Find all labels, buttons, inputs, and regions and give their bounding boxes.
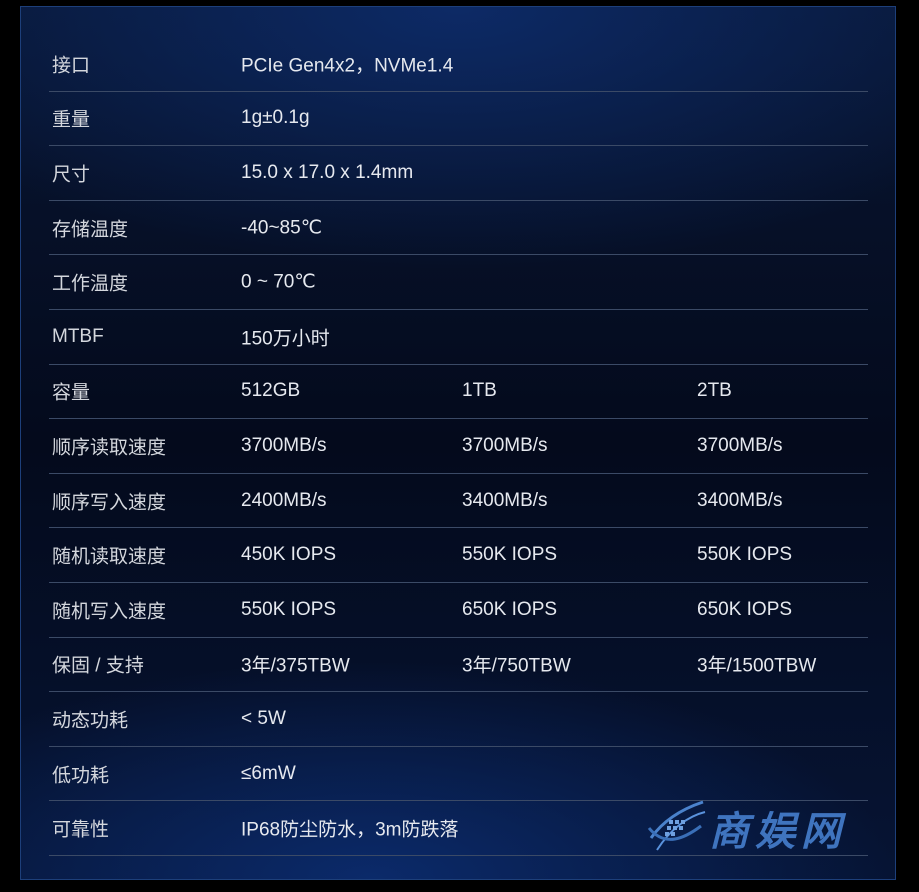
spec-value: 3400MB/s (697, 489, 783, 511)
spec-value: 3700MB/s (462, 434, 548, 456)
spec-row: 可靠性 IP68防尘防水，3m防跌落 (49, 801, 868, 856)
spec-row: 保固 / 支持 3年/375TBW 3年/750TBW 3年/1500TBW (49, 638, 868, 693)
spec-label: 随机读取速度 (52, 546, 167, 568)
spec-value: 550K IOPS (241, 598, 337, 620)
spec-value: 550K IOPS (462, 544, 558, 566)
spec-label: 容量 (52, 382, 91, 404)
spec-value: PCIe Gen4x2，NVMe1.4 (241, 55, 454, 77)
spec-row: 顺序读取速度 3700MB/s 3700MB/s 3700MB/s (49, 419, 868, 474)
spec-table: 接口 PCIe Gen4x2，NVMe1.4 重量 1g±0.1g 尺寸 15.0 x 1… (49, 37, 868, 856)
spec-value: 512GB (241, 380, 301, 402)
spec-row: 重量 1g±0.1g (49, 92, 868, 147)
spec-value: 1g±0.1g (241, 107, 310, 129)
spec-value: 3400MB/s (462, 489, 548, 511)
spec-row: 工作温度 0 ~ 70℃ (49, 255, 868, 310)
spec-label: 尺寸 (52, 164, 91, 186)
spec-row: 容量 512GB 1TB 2TB (49, 365, 868, 420)
watermark-logo: 商娱网 (645, 798, 847, 858)
spec-value: 550K IOPS (697, 544, 793, 566)
spec-row: 存储温度 -40~85℃ (49, 201, 868, 256)
spec-row: 随机写入速度 550K IOPS 650K IOPS 650K IOPS (49, 583, 868, 638)
spec-value: 650K IOPS (462, 598, 558, 620)
spec-label: 工作温度 (52, 273, 129, 295)
spec-label: 随机写入速度 (52, 601, 167, 623)
spec-label: 可靠性 (52, 819, 110, 841)
spec-value: 650K IOPS (697, 598, 793, 620)
spec-panel: 接口 PCIe Gen4x2，NVMe1.4 重量 1g±0.1g 尺寸 15.0 x 1… (20, 6, 896, 880)
spec-value: 2400MB/s (241, 489, 327, 511)
spec-value: 1TB (462, 380, 497, 402)
spec-label: 保固 / 支持 (52, 655, 144, 677)
spec-label: 动态功耗 (52, 710, 129, 732)
spec-value: IP68防尘防水，3m防跌落 (241, 819, 459, 841)
spec-value: 3年/1500TBW (697, 655, 817, 677)
spec-label: 接口 (52, 55, 91, 77)
spec-value: 450K IOPS (241, 544, 337, 566)
spec-row: 动态功耗 < 5W (49, 692, 868, 747)
spec-label: 低功耗 (52, 765, 110, 787)
spec-row: 低功耗 ≤6mW (49, 747, 868, 802)
spec-label: MTBF (52, 325, 104, 347)
spec-value: 15.0 x 17.0 x 1.4mm (241, 161, 414, 183)
spec-value: -40~85℃ (241, 217, 323, 239)
spec-value: 3年/750TBW (462, 655, 571, 677)
spec-value: 2TB (697, 380, 732, 402)
swirl-logo-icon (647, 800, 706, 851)
spec-value: 150万小时 (241, 328, 330, 350)
spec-row: 随机读取速度 450K IOPS 550K IOPS 550K IOPS (49, 528, 868, 583)
spec-row: 顺序写入速度 2400MB/s 3400MB/s 3400MB/s (49, 474, 868, 529)
spec-row: MTBF 150万小时 (49, 310, 868, 365)
watermark-text: 商娱网 (709, 809, 847, 855)
spec-label: 重量 (52, 109, 91, 131)
spec-label: 存储温度 (52, 219, 129, 241)
spec-row: 接口 PCIe Gen4x2，NVMe1.4 (49, 37, 868, 92)
spec-value: ≤6mW (241, 762, 296, 784)
spec-label: 顺序读取速度 (52, 437, 167, 459)
spec-value: < 5W (241, 707, 286, 729)
spec-value: 3700MB/s (241, 434, 327, 456)
spec-value: 0 ~ 70℃ (241, 271, 316, 293)
spec-value: 3年/375TBW (241, 655, 350, 677)
spec-label: 顺序写入速度 (52, 492, 167, 514)
spec-row: 尺寸 15.0 x 17.0 x 1.4mm (49, 146, 868, 201)
spec-value: 3700MB/s (697, 434, 783, 456)
